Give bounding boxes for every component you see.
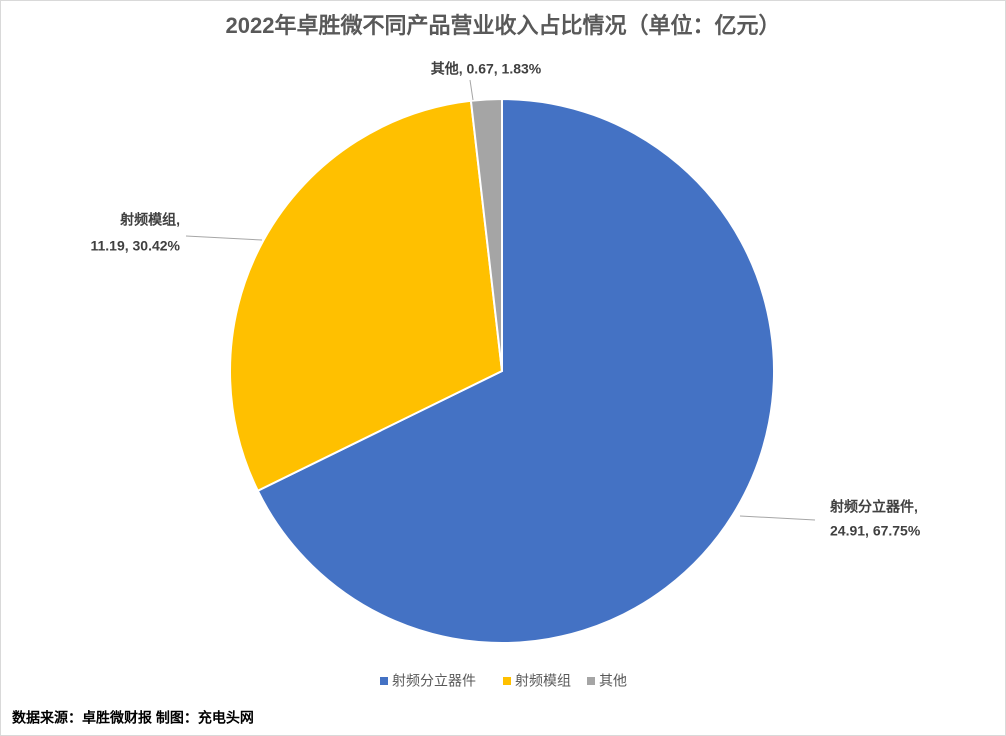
data-label: 11.19, 30.42% <box>90 238 180 254</box>
data-label: 24.91, 67.75% <box>830 523 921 539</box>
source-note: 数据来源：卓胜微财报 制图：充电头网 <box>12 710 254 726</box>
pie-slice <box>256 97 775 644</box>
data-label: 射频模组, <box>119 212 180 228</box>
data-label: 射频分立器件, <box>829 499 918 515</box>
legend-swatch <box>503 677 511 685</box>
leader-line <box>185 235 263 241</box>
legend-label: 射频模组 <box>515 673 571 689</box>
data-label: 其他, 0.67, 1.83% <box>431 61 542 77</box>
legend-swatch <box>380 677 388 685</box>
leader-line <box>739 515 816 521</box>
chart-title: 2022年卓胜微不同产品营业收入占比情况（单位：亿元） <box>226 13 781 38</box>
legend-label: 其他 <box>599 673 627 689</box>
pie-slice <box>469 97 503 372</box>
leader-line <box>469 79 474 101</box>
pie-slice <box>229 99 504 493</box>
legend-swatch <box>587 677 595 685</box>
legend-label: 射频分立器件 <box>392 673 476 689</box>
